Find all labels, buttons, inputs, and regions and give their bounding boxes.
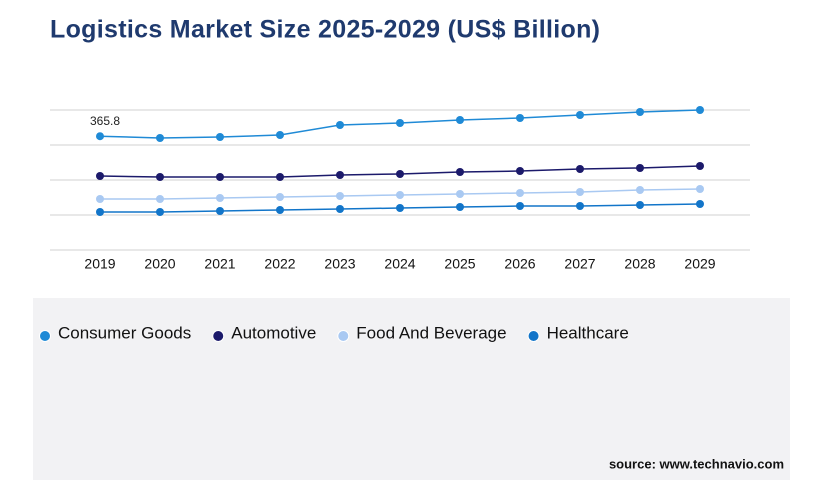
- x-tick-label: 2020: [144, 256, 175, 272]
- data-point: [516, 167, 524, 176]
- data-point: [456, 190, 464, 198]
- data-point: [696, 106, 704, 114]
- data-point: [576, 202, 584, 211]
- data-point: [456, 203, 464, 212]
- data-label: 365.8: [90, 114, 120, 128]
- legend-marker: [527, 330, 540, 342]
- data-point: [216, 133, 224, 142]
- data-point: [216, 206, 224, 215]
- legend-marker: [337, 330, 350, 342]
- data-point: [696, 184, 704, 193]
- data-point: [636, 185, 644, 194]
- x-tick-label: 2019: [84, 256, 115, 272]
- legend-label: Consumer Goods: [58, 323, 191, 342]
- x-tick-label: 2028: [624, 256, 655, 272]
- data-point: [156, 195, 164, 204]
- data-point: [336, 120, 344, 129]
- data-point: [276, 205, 284, 214]
- x-tick-label: 2021: [204, 256, 235, 272]
- x-tick-label: 2023: [324, 256, 355, 272]
- data-point: [276, 173, 284, 182]
- data-point: [696, 162, 704, 170]
- chart-title: Logistics Market Size 2025-2029 (US$ Bil…: [50, 16, 600, 44]
- x-tick-label: 2029: [684, 256, 715, 272]
- legend-marker: [39, 330, 51, 342]
- data-point: [336, 191, 344, 200]
- data-point: [96, 132, 104, 141]
- x-tick-label: 2027: [564, 256, 595, 272]
- data-point: [96, 171, 104, 180]
- source: source: www.technavio.com: [609, 456, 784, 471]
- data-point: [396, 190, 404, 199]
- x-tick-label: 2024: [384, 256, 415, 272]
- data-point: [576, 164, 584, 173]
- data-point: [396, 204, 404, 212]
- data-point: [516, 202, 524, 211]
- data-point: [516, 189, 524, 198]
- data-point: [456, 168, 464, 177]
- data-point: [276, 131, 284, 140]
- x-tick-label: 2026: [504, 256, 535, 272]
- data-point: [636, 201, 644, 210]
- data-point: [456, 115, 464, 124]
- data-point: [216, 194, 224, 203]
- legend-panel: [33, 298, 790, 480]
- data-point: [216, 173, 224, 182]
- data-point: [336, 170, 344, 179]
- data-point: [516, 113, 524, 122]
- data-point: [96, 208, 104, 217]
- data-point: [396, 119, 404, 128]
- data-point: [636, 107, 644, 116]
- data-point: [576, 188, 584, 197]
- data-point: [156, 173, 164, 182]
- data-point: [396, 169, 404, 178]
- data-point: [96, 195, 104, 204]
- x-tick-label: 2022: [264, 256, 295, 272]
- data-point: [156, 208, 164, 217]
- data-point: [276, 192, 284, 201]
- data-point: [576, 111, 584, 120]
- data-point: [696, 199, 704, 208]
- legend-marker: [212, 330, 225, 342]
- legend-label: Healthcare: [547, 323, 629, 342]
- data-point: [636, 163, 644, 172]
- legend-label: Automotive: [231, 323, 316, 342]
- data-point: [156, 134, 164, 142]
- legend-label: Food And Beverage: [356, 323, 506, 342]
- data-point: [336, 204, 344, 213]
- x-tick-label: 2025: [444, 256, 475, 272]
